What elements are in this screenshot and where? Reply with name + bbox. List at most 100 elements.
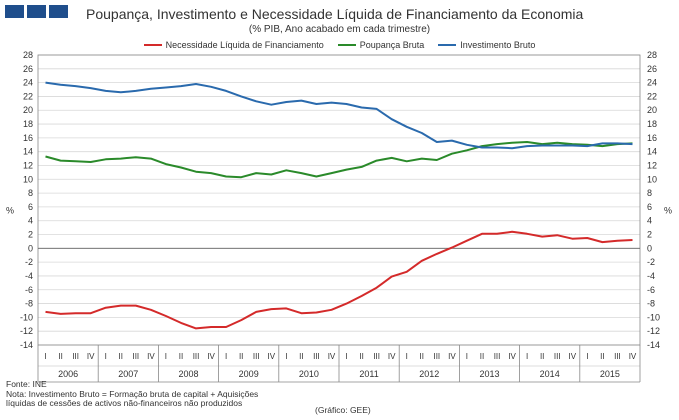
y-tick-label-right: -4 bbox=[647, 271, 655, 281]
chart-title: Poupança, Investimento e Necessidade Líq… bbox=[86, 6, 584, 22]
quarter-tick-label: III bbox=[72, 352, 79, 361]
chart-subtitle: (% PIB, Ano acabado em cada trimestre) bbox=[248, 24, 431, 35]
quarter-tick-label: II bbox=[239, 352, 243, 361]
y-tick-label-right: -12 bbox=[647, 326, 660, 336]
y-tick-label-right: 4 bbox=[647, 216, 652, 226]
quarter-tick-label: IV bbox=[568, 352, 576, 361]
y-tick-label-left: 26 bbox=[23, 64, 33, 74]
legend-item: Investimento Bruto bbox=[438, 40, 535, 50]
quarter-tick-label: II bbox=[58, 352, 62, 361]
y-tick-label-left: -14 bbox=[20, 340, 33, 350]
y-tick-label-left: 14 bbox=[23, 147, 33, 157]
year-tick-label: 2014 bbox=[540, 369, 560, 379]
legend-label: Necessidade Líquida de Financiamento bbox=[165, 40, 324, 50]
quarter-tick-label: III bbox=[554, 352, 561, 361]
y-tick-label-right: 28 bbox=[647, 50, 657, 60]
year-tick-label: 2015 bbox=[600, 369, 620, 379]
legend-item: Necessidade Líquida de Financiamento bbox=[143, 40, 324, 50]
series-line bbox=[45, 81, 633, 150]
quarter-tick-label: IV bbox=[508, 352, 516, 361]
legend-item: Poupança Bruta bbox=[337, 40, 425, 50]
quarter-tick-label: II bbox=[420, 352, 424, 361]
y-tick-label-left: -12 bbox=[20, 326, 33, 336]
quarter-tick-label: III bbox=[132, 352, 139, 361]
quarter-tick-label: IV bbox=[448, 352, 456, 361]
y-tick-label-left: -10 bbox=[20, 312, 33, 322]
quarter-tick-label: III bbox=[373, 352, 380, 361]
y-tick-label-right: 20 bbox=[647, 105, 657, 115]
quarter-tick-label: I bbox=[406, 352, 408, 361]
plot-area-border bbox=[37, 54, 641, 346]
quarter-tick-label: IV bbox=[328, 352, 336, 361]
y-tick-label-right: -2 bbox=[647, 257, 655, 267]
y-tick-label-left: 0 bbox=[28, 243, 33, 253]
year-tick-label: 2012 bbox=[419, 369, 439, 379]
legend-label: Poupança Bruta bbox=[359, 40, 425, 50]
y-tick-label-right: -8 bbox=[647, 299, 655, 309]
y-tick-label-left: 2 bbox=[28, 230, 33, 240]
series-line bbox=[45, 230, 633, 330]
quarter-tick-label: IV bbox=[267, 352, 275, 361]
legend-swatch bbox=[438, 44, 457, 46]
quarter-tick-label: III bbox=[193, 352, 200, 361]
y-tick-label-right: 14 bbox=[647, 147, 657, 157]
legend-label: Investimento Bruto bbox=[460, 40, 536, 50]
quarter-tick-label: I bbox=[345, 352, 347, 361]
quarter-tick-label: I bbox=[285, 352, 287, 361]
quarter-tick-label: I bbox=[44, 352, 46, 361]
quarter-tick-label: III bbox=[433, 352, 440, 361]
quarter-tick-label: I bbox=[225, 352, 227, 361]
y-tick-label-left: -4 bbox=[25, 271, 33, 281]
quarter-tick-label: II bbox=[299, 352, 303, 361]
y-tick-label-right: 10 bbox=[647, 174, 657, 184]
quarter-tick-label: IV bbox=[388, 352, 396, 361]
year-tick-label: 2013 bbox=[479, 369, 499, 379]
y-tick-label-left: -2 bbox=[25, 257, 33, 267]
y-tick-label-right: 0 bbox=[647, 243, 652, 253]
quarter-tick-label: IV bbox=[147, 352, 155, 361]
year-tick-label: 2009 bbox=[239, 369, 259, 379]
y-tick-label-right: 12 bbox=[647, 160, 657, 170]
y-axis-label-left: % bbox=[6, 205, 14, 215]
quarter-tick-label: II bbox=[480, 352, 484, 361]
quarter-tick-label: I bbox=[586, 352, 588, 361]
quarter-tick-label: IV bbox=[87, 352, 95, 361]
y-tick-label-right: 8 bbox=[647, 188, 652, 198]
y-axis-label-right: % bbox=[664, 205, 672, 215]
year-tick-label: 2007 bbox=[118, 369, 138, 379]
y-tick-label-left: 28 bbox=[23, 50, 33, 60]
source-note: Fonte: INE bbox=[6, 379, 47, 389]
definition-note: líquidas de cessões de activos não-finan… bbox=[6, 398, 243, 408]
y-tick-label-right: -14 bbox=[647, 340, 660, 350]
y-tick-label-left: 8 bbox=[28, 188, 33, 198]
quarter-tick-label: I bbox=[165, 352, 167, 361]
y-tick-label-left: 6 bbox=[28, 202, 33, 212]
y-tick-label-left: -8 bbox=[25, 299, 33, 309]
gee-logo bbox=[5, 5, 68, 18]
y-tick-label-right: 6 bbox=[647, 202, 652, 212]
series-line bbox=[45, 141, 633, 179]
y-tick-label-left: 22 bbox=[23, 91, 33, 101]
quarter-tick-label: II bbox=[540, 352, 544, 361]
quarter-tick-label: III bbox=[253, 352, 260, 361]
logo-block bbox=[27, 5, 46, 18]
quarter-tick-label: I bbox=[526, 352, 528, 361]
y-tick-label-right: 18 bbox=[647, 119, 657, 129]
quarter-tick-label: IV bbox=[629, 352, 637, 361]
quarter-tick-label: III bbox=[614, 352, 621, 361]
quarter-tick-label: II bbox=[359, 352, 363, 361]
y-tick-label-left: 18 bbox=[23, 119, 33, 129]
y-tick-label-right: 26 bbox=[647, 64, 657, 74]
y-tick-label-right: 24 bbox=[647, 78, 657, 88]
quarter-tick-label: II bbox=[119, 352, 123, 361]
quarter-tick-label: I bbox=[105, 352, 107, 361]
quarter-tick-label: II bbox=[179, 352, 183, 361]
logo-block bbox=[49, 5, 68, 18]
y-tick-label-right: 2 bbox=[647, 230, 652, 240]
y-tick-label-right: 22 bbox=[647, 91, 657, 101]
quarter-tick-label: III bbox=[313, 352, 320, 361]
y-tick-label-right: 16 bbox=[647, 133, 657, 143]
y-tick-label-left: 10 bbox=[23, 174, 33, 184]
y-tick-label-left: -6 bbox=[25, 285, 33, 295]
y-tick-label-left: 20 bbox=[23, 105, 33, 115]
